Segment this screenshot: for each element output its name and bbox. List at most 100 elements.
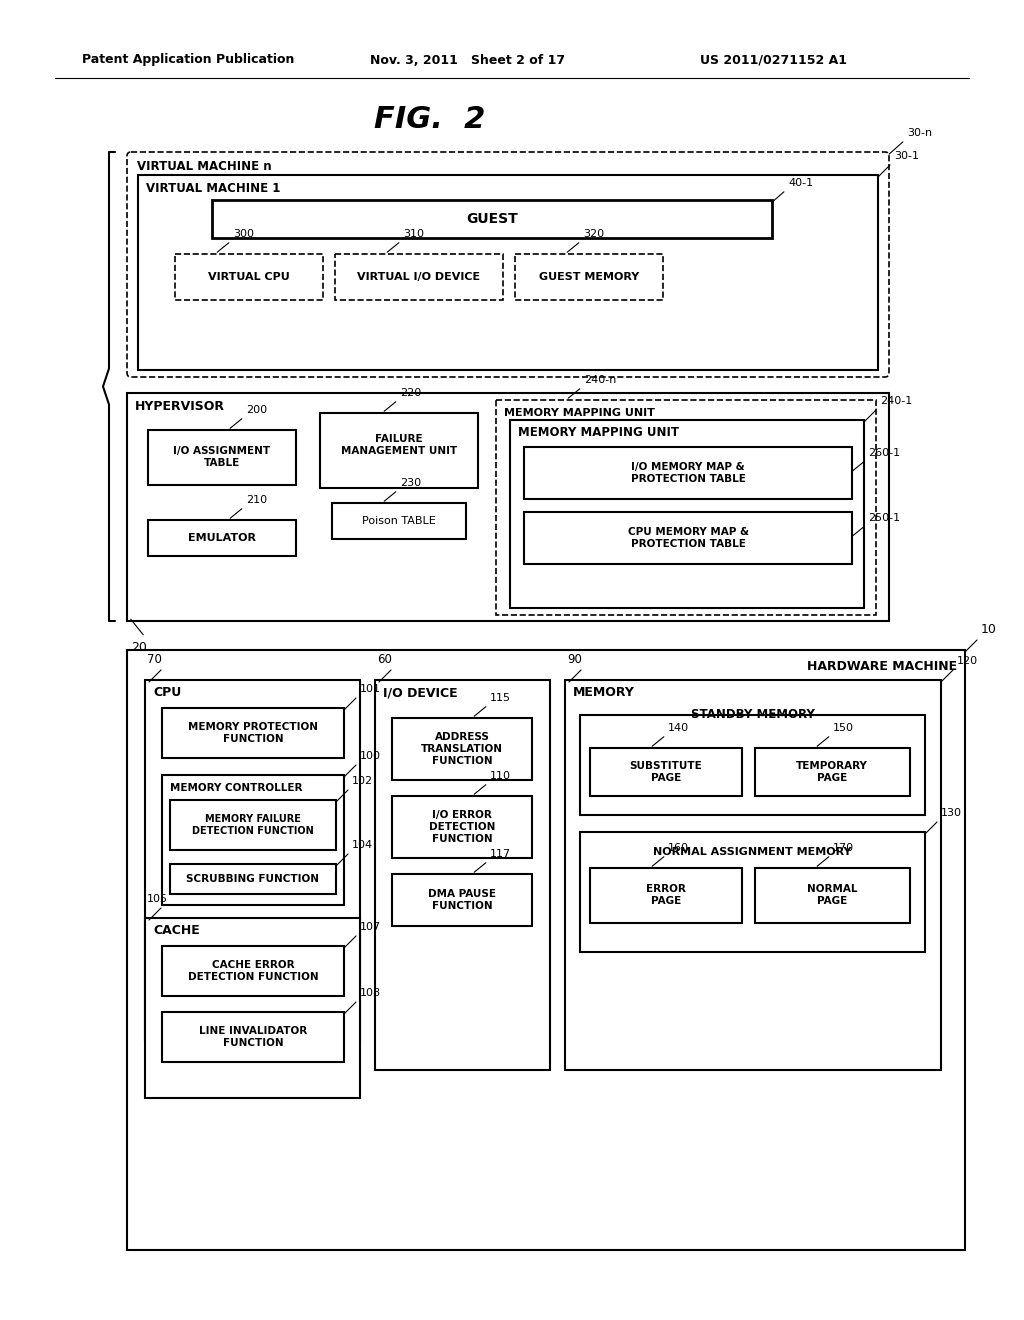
- Text: VIRTUAL CPU: VIRTUAL CPU: [208, 272, 290, 282]
- Text: 20: 20: [131, 642, 146, 653]
- Bar: [335, 253, 503, 300]
- Text: 130: 130: [941, 808, 962, 818]
- Text: MEMORY CONTROLLER: MEMORY CONTROLLER: [170, 783, 302, 793]
- Bar: [375, 680, 550, 1071]
- Text: CACHE ERROR
DETECTION FUNCTION: CACHE ERROR DETECTION FUNCTION: [187, 960, 318, 982]
- Bar: [565, 680, 941, 1071]
- Bar: [148, 520, 296, 556]
- Text: 40-1: 40-1: [788, 178, 813, 187]
- Text: CPU MEMORY MAP &
PROTECTION TABLE: CPU MEMORY MAP & PROTECTION TABLE: [628, 527, 749, 549]
- Bar: [162, 1012, 344, 1063]
- Text: LINE INVALIDATOR
FUNCTION: LINE INVALIDATOR FUNCTION: [199, 1026, 307, 1048]
- Text: TEMPORARY
PAGE: TEMPORARY PAGE: [796, 762, 868, 783]
- Text: 100: 100: [360, 751, 381, 762]
- Text: 104: 104: [352, 840, 373, 850]
- Text: US 2011/0271152 A1: US 2011/0271152 A1: [700, 54, 847, 66]
- Bar: [392, 874, 532, 927]
- Bar: [580, 715, 925, 814]
- Bar: [127, 393, 889, 620]
- Text: 70: 70: [147, 653, 162, 667]
- Text: CPU: CPU: [153, 686, 181, 700]
- Text: 250-1: 250-1: [868, 513, 900, 523]
- Text: Poison TABLE: Poison TABLE: [362, 516, 436, 525]
- Text: 160: 160: [668, 843, 689, 853]
- Text: 102: 102: [352, 776, 373, 785]
- Text: I/O ASSIGNMENT
TABLE: I/O ASSIGNMENT TABLE: [173, 446, 270, 467]
- Text: 170: 170: [833, 843, 854, 853]
- Text: MEMORY FAILURE
DETECTION FUNCTION: MEMORY FAILURE DETECTION FUNCTION: [193, 814, 314, 836]
- FancyBboxPatch shape: [127, 152, 889, 378]
- Bar: [515, 253, 663, 300]
- Text: VIRTUAL MACHINE n: VIRTUAL MACHINE n: [137, 160, 271, 173]
- Bar: [162, 946, 344, 997]
- Bar: [175, 253, 323, 300]
- Text: NORMAL
PAGE: NORMAL PAGE: [807, 884, 857, 906]
- Text: 10: 10: [981, 623, 997, 636]
- Text: ADDRESS
TRANSLATION
FUNCTION: ADDRESS TRANSLATION FUNCTION: [421, 733, 503, 766]
- Text: FIG.  2: FIG. 2: [375, 106, 485, 135]
- Text: 150: 150: [833, 723, 854, 733]
- Bar: [510, 420, 864, 609]
- Bar: [148, 430, 296, 484]
- Text: 101: 101: [360, 684, 381, 694]
- Text: 210: 210: [246, 495, 267, 506]
- Text: GUEST: GUEST: [466, 213, 518, 226]
- Bar: [170, 800, 336, 850]
- Text: 110: 110: [490, 771, 511, 781]
- Text: 310: 310: [403, 228, 424, 239]
- Text: 120: 120: [957, 656, 978, 667]
- Text: I/O MEMORY MAP &
PROTECTION TABLE: I/O MEMORY MAP & PROTECTION TABLE: [631, 462, 745, 484]
- Bar: [392, 796, 532, 858]
- Text: EMULATOR: EMULATOR: [188, 533, 256, 543]
- Text: 140: 140: [668, 723, 689, 733]
- Text: VIRTUAL MACHINE 1: VIRTUAL MACHINE 1: [146, 181, 281, 194]
- Bar: [319, 413, 478, 488]
- Text: GUEST MEMORY: GUEST MEMORY: [539, 272, 639, 282]
- Text: 320: 320: [583, 228, 604, 239]
- Text: 105: 105: [147, 894, 168, 904]
- Bar: [170, 865, 336, 894]
- Text: HARDWARE MACHINE: HARDWARE MACHINE: [807, 660, 957, 672]
- Text: 117: 117: [490, 849, 511, 859]
- Bar: [580, 832, 925, 952]
- Text: 30-1: 30-1: [894, 150, 919, 161]
- Bar: [138, 176, 878, 370]
- Bar: [212, 201, 772, 238]
- Text: VIRTUAL I/O DEVICE: VIRTUAL I/O DEVICE: [357, 272, 480, 282]
- Text: MEMORY MAPPING UNIT: MEMORY MAPPING UNIT: [504, 408, 655, 418]
- Text: 260-1: 260-1: [868, 447, 900, 458]
- Text: Nov. 3, 2011   Sheet 2 of 17: Nov. 3, 2011 Sheet 2 of 17: [370, 54, 565, 66]
- Bar: [496, 400, 876, 615]
- Text: MEMORY: MEMORY: [573, 686, 635, 700]
- Text: DMA PAUSE
FUNCTION: DMA PAUSE FUNCTION: [428, 890, 496, 911]
- Bar: [755, 869, 910, 923]
- Text: HYPERVISOR: HYPERVISOR: [135, 400, 225, 412]
- Bar: [392, 718, 532, 780]
- Text: 240-1: 240-1: [880, 396, 912, 407]
- Text: STANDBY MEMORY: STANDBY MEMORY: [691, 709, 815, 722]
- Bar: [332, 503, 466, 539]
- Text: 300: 300: [233, 228, 254, 239]
- Text: Patent Application Publication: Patent Application Publication: [82, 54, 294, 66]
- Text: I/O DEVICE: I/O DEVICE: [383, 686, 458, 700]
- Text: 108: 108: [360, 987, 381, 998]
- Text: 90: 90: [567, 653, 582, 667]
- Text: 200: 200: [246, 405, 267, 414]
- Bar: [162, 708, 344, 758]
- Text: 115: 115: [490, 693, 511, 704]
- Text: MEMORY PROTECTION
FUNCTION: MEMORY PROTECTION FUNCTION: [188, 722, 318, 743]
- Bar: [590, 869, 742, 923]
- Text: CACHE: CACHE: [153, 924, 200, 937]
- Text: 220: 220: [400, 388, 421, 399]
- Bar: [145, 917, 360, 1098]
- Text: 107: 107: [360, 921, 381, 932]
- Bar: [127, 649, 965, 1250]
- Bar: [162, 775, 344, 906]
- Text: 60: 60: [377, 653, 392, 667]
- Text: SCRUBBING FUNCTION: SCRUBBING FUNCTION: [186, 874, 319, 884]
- Bar: [755, 748, 910, 796]
- Text: FAILURE
MANAGEMENT UNIT: FAILURE MANAGEMENT UNIT: [341, 434, 457, 455]
- Bar: [590, 748, 742, 796]
- Text: 30-n: 30-n: [907, 128, 932, 139]
- Bar: [524, 512, 852, 564]
